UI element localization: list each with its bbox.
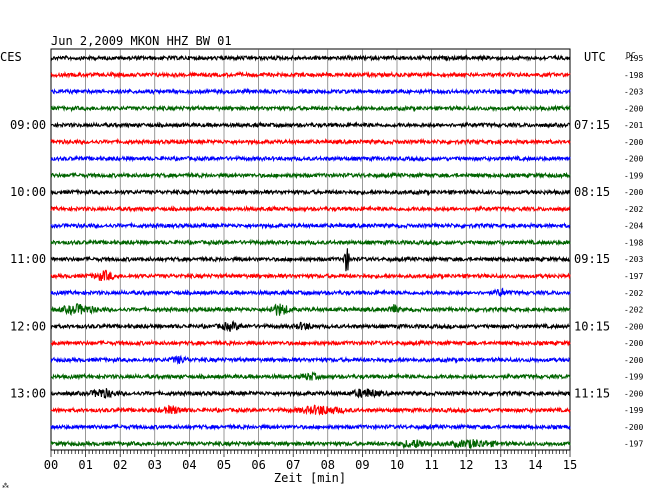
x-tick-label-06: 06 — [251, 458, 265, 472]
x-tick-label-08: 08 — [321, 458, 335, 472]
x-tick-label-00: 00 — [44, 458, 58, 472]
right-hour-label-2: 09:15 — [574, 252, 610, 266]
left-hour-label-0: 09:00 — [10, 118, 46, 132]
dc-offset-label-5: -200 — [624, 138, 643, 147]
trace-20 — [50, 388, 571, 399]
left-hour-label-1: 10:00 — [10, 185, 46, 199]
dc-offset-label-18: -200 — [624, 356, 643, 365]
trace-6 — [50, 154, 571, 163]
x-tick-label-05: 05 — [217, 458, 231, 472]
x-tick-label-02: 02 — [113, 458, 127, 472]
trace-11 — [50, 238, 571, 247]
trace-16 — [50, 319, 571, 332]
dc-offset-label-16: -200 — [624, 322, 643, 331]
trace-17 — [50, 339, 571, 348]
trace-18 — [50, 354, 571, 365]
left-hour-label-4: 13:00 — [10, 386, 46, 400]
dc-offset-label-8: -200 — [624, 188, 643, 197]
dc-offset-label-20: -200 — [624, 389, 643, 398]
seismic-traces — [50, 54, 571, 450]
trace-7 — [50, 171, 571, 180]
trace-9 — [50, 204, 571, 213]
dc-offset-label-3: -200 — [624, 104, 643, 113]
chart-title: Jun 2,2009 MKON HHZ BW 01 — [51, 34, 232, 48]
dc-offset-label-13: -197 — [624, 272, 643, 281]
dc-offset-label-15: -202 — [624, 306, 643, 315]
dc-offset-label-21: -199 — [624, 406, 643, 415]
trace-3 — [50, 104, 571, 113]
dc-offset-label-11: -198 — [624, 238, 643, 247]
x-tick-label-07: 07 — [286, 458, 300, 472]
left-hour-label-2: 11:00 — [10, 252, 46, 266]
left-hour-label-3: 12:00 — [10, 319, 46, 333]
trace-19 — [50, 371, 571, 381]
trace-4 — [50, 120, 571, 129]
footer-mark: ⁂ — [2, 482, 9, 490]
dc-header-label: DC — [626, 51, 636, 60]
right-hour-label-3: 10:15 — [574, 319, 610, 333]
dc-offset-label-1: -198 — [624, 71, 643, 80]
trace-5 — [50, 137, 571, 146]
hour-labels: 09:00 10:00 11:00 12:00 13:00 07:15 08:15 09:15… — [10, 118, 610, 400]
x-tick-label-03: 03 — [148, 458, 162, 472]
dc-offset-label-23: -197 — [624, 440, 643, 449]
dc-offset-label-10: -204 — [624, 222, 643, 231]
trace-2 — [50, 87, 571, 96]
trace-14 — [50, 287, 571, 297]
left-timezone-label: CES — [0, 50, 22, 64]
x-tick-label-14: 14 — [528, 458, 542, 472]
dc-offset-label-6: -200 — [624, 155, 643, 164]
dc-offset-label-9: -202 — [624, 205, 643, 214]
dc-offset-label-0: -195 — [624, 54, 643, 63]
dc-offset-label-4: -201 — [624, 121, 643, 130]
trace-1 — [50, 70, 571, 79]
trace-15 — [50, 303, 571, 317]
right-hour-label-1: 08:15 — [574, 185, 610, 199]
trace-23 — [50, 439, 571, 450]
dc-offset-label-2: -203 — [624, 88, 643, 97]
trace-13 — [50, 269, 571, 281]
x-tick-label-04: 04 — [182, 458, 196, 472]
right-timezone-label: UTC — [584, 50, 606, 64]
dc-offset-label-22: -200 — [624, 423, 643, 432]
minute-grid — [50, 48, 571, 451]
x-tick-label-09: 09 — [355, 458, 369, 472]
trace-22 — [50, 423, 571, 431]
x-axis: 00 01 02 03 04 05 06 07 08 09 10 11 12 13 14 15 — [44, 450, 577, 472]
trace-10 — [50, 221, 571, 230]
trace-0 — [50, 54, 571, 62]
dc-offset-label-17: -200 — [624, 339, 643, 348]
dc-offset-labels: -195 -198 -203 -200 -201 -200 -200 -199 -200 -202… — [624, 54, 643, 449]
dc-offset-label-12: -203 — [624, 255, 643, 264]
x-tick-label-15: 15 — [563, 458, 577, 472]
trace-21 — [50, 404, 571, 416]
x-tick-label-11: 11 — [424, 458, 438, 472]
trace-12 — [51, 248, 571, 272]
dc-offset-label-19: -199 — [624, 373, 643, 382]
right-hour-label-4: 11:15 — [574, 386, 610, 400]
x-axis-label: Zeit [min] — [274, 471, 346, 485]
x-tick-label-10: 10 — [390, 458, 404, 472]
x-tick-label-12: 12 — [459, 458, 473, 472]
dc-offset-label-14: -202 — [624, 289, 643, 298]
dc-offset-label-7: -199 — [624, 171, 643, 180]
right-hour-label-0: 07:15 — [574, 118, 610, 132]
x-tick-label-13: 13 — [494, 458, 508, 472]
trace-8 — [50, 188, 571, 197]
x-tick-label-01: 01 — [78, 458, 92, 472]
